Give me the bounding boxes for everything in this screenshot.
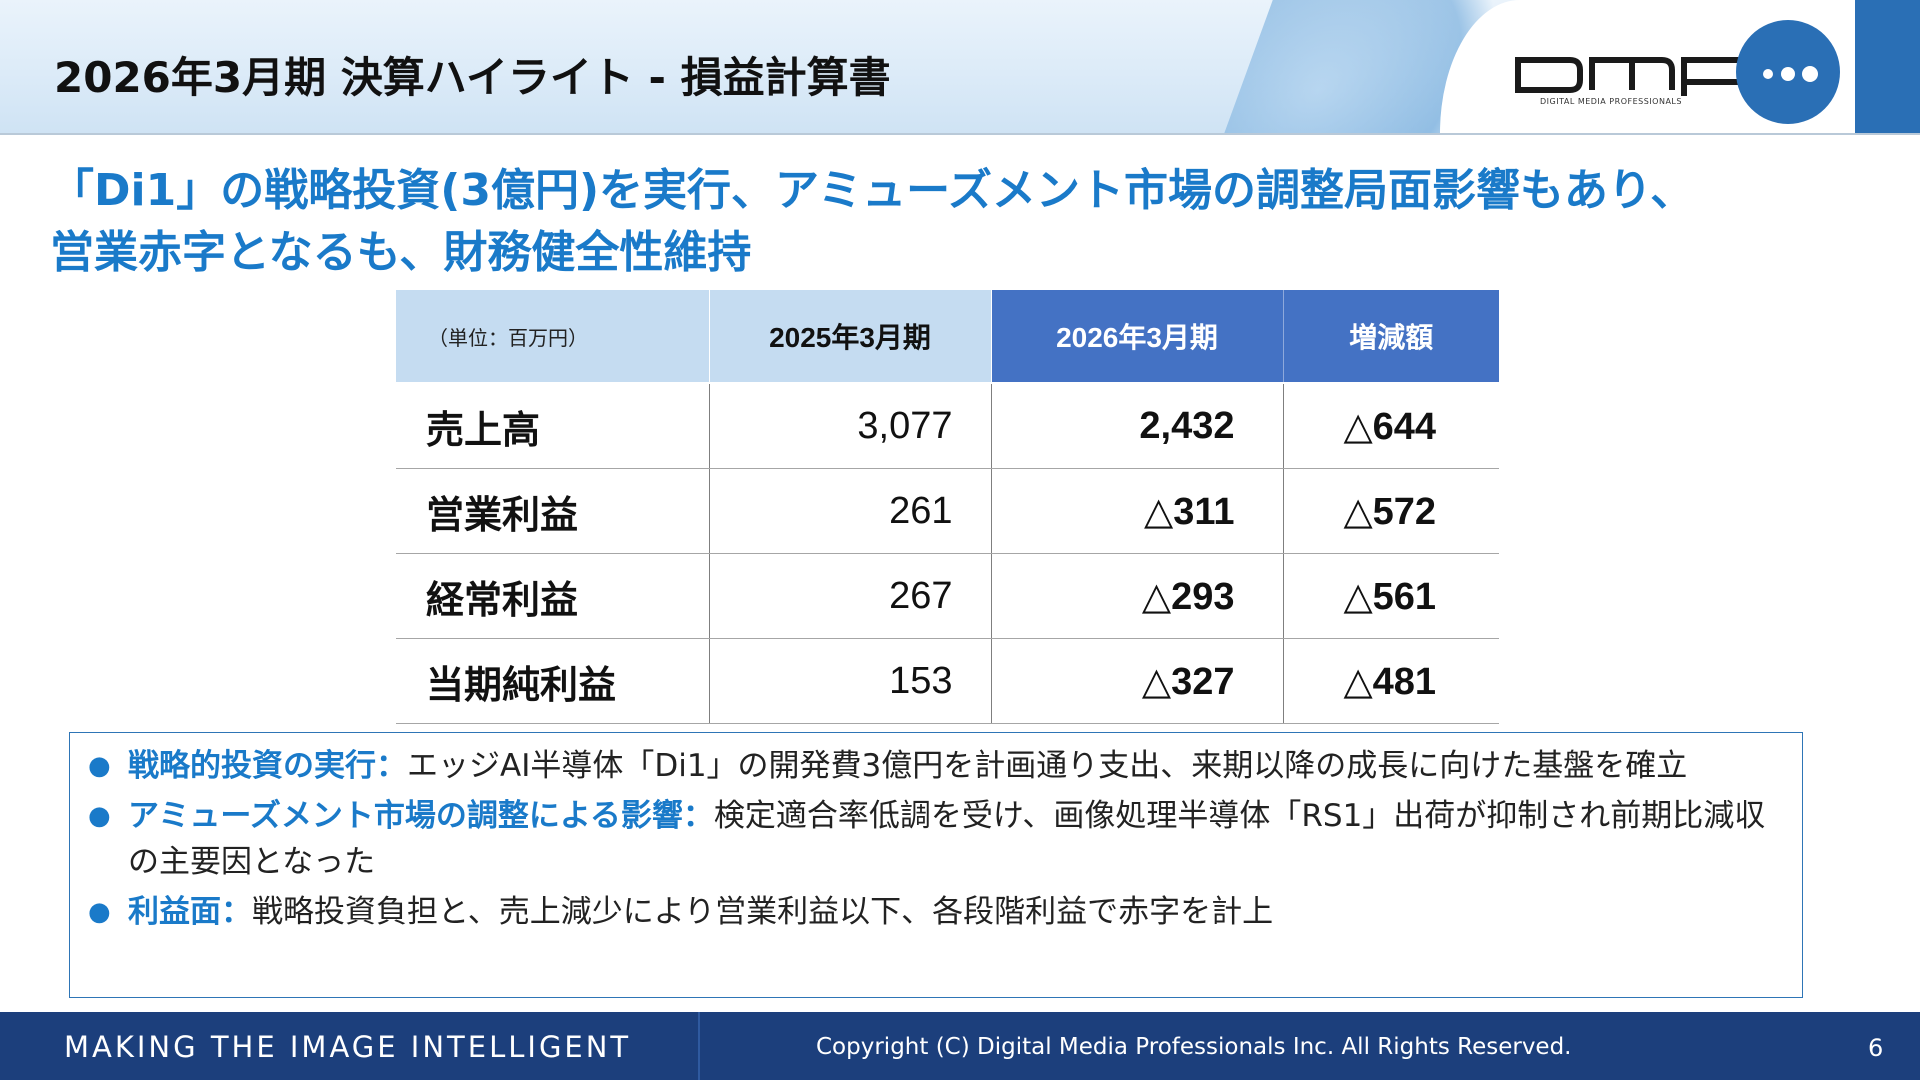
bullet-icon: ● bbox=[88, 751, 111, 781]
dmp-logo: DIGITAL MEDIA PROFESSIONALS bbox=[1512, 16, 1842, 128]
note-item: ● 利益面：戦略投資負担と、売上減少により営業利益以下、各段階利益で赤字を計上 bbox=[88, 889, 1788, 935]
note-lead: 利益面： bbox=[128, 894, 252, 930]
value-2025: 3,077 bbox=[708, 382, 991, 469]
value-2026: △327 bbox=[990, 638, 1283, 724]
note-text: 検定適合率低調を受け、画像処理半導体「RS1」出荷が抑制され前期比減収の主要因と… bbox=[128, 798, 1766, 880]
table-header-row: （単位：百万円） 2025年3月期 2026年3月期 増減額 bbox=[396, 290, 1499, 384]
note-lead: アミューズメント市場の調整による影響： bbox=[128, 798, 714, 834]
page-number: 6 bbox=[1868, 1034, 1884, 1062]
row-label: 営業利益 bbox=[396, 468, 709, 554]
column-header-2026: 2026年3月期 bbox=[990, 290, 1283, 384]
notes-box: ● 戦略的投資の実行：エッジAI半導体「Di1」の開発費3億円を計画通り支出、来… bbox=[69, 732, 1803, 998]
value-change: △644 bbox=[1282, 382, 1499, 469]
row-label: 経常利益 bbox=[396, 553, 709, 639]
footer-tagline: MAKING THE IMAGE INTELLIGENT bbox=[64, 1030, 632, 1064]
value-2025: 261 bbox=[708, 468, 991, 554]
note-lead: 戦略的投資の実行： bbox=[128, 748, 407, 784]
footer-copyright: Copyright (C) Digital Media Professional… bbox=[816, 1034, 1572, 1060]
note-text: 戦略投資負担と、売上減少により営業利益以下、各段階利益で赤字を計上 bbox=[252, 894, 1274, 930]
header-edge-band bbox=[1855, 0, 1920, 133]
headline-line-2: 営業赤字となるも、財務健全性維持 bbox=[50, 227, 752, 278]
note-text: エッジAI半導体「Di1」の開発費3億円を計画通り支出、来期以降の成長に向けた基… bbox=[407, 748, 1688, 784]
bullet-icon: ● bbox=[88, 801, 111, 831]
value-2025: 153 bbox=[708, 638, 991, 724]
value-2026: 2,432 bbox=[990, 382, 1283, 469]
value-2025: 267 bbox=[708, 553, 991, 639]
note-item: ● アミューズメント市場の調整による影響：検定適合率低調を受け、画像処理半導体「… bbox=[88, 793, 1788, 885]
value-change: △572 bbox=[1282, 468, 1499, 554]
table-row-operating-income: 営業利益 261 △311 △572 bbox=[396, 468, 1499, 554]
row-label: 当期純利益 bbox=[396, 638, 709, 724]
footer-divider bbox=[698, 1012, 700, 1080]
unit-label: （単位：百万円） bbox=[396, 290, 709, 384]
slide-footer: MAKING THE IMAGE INTELLIGENT Copyright (… bbox=[0, 1012, 1920, 1080]
column-header-change: 増減額 bbox=[1282, 290, 1499, 384]
bullet-icon: ● bbox=[88, 897, 111, 927]
page-title: 2026年3月期 決算ハイライト - 損益計算書 bbox=[54, 53, 891, 102]
note-item: ● 戦略的投資の実行：エッジAI半導体「Di1」の開発費3億円を計画通り支出、来… bbox=[88, 743, 1788, 789]
value-change: △481 bbox=[1282, 638, 1499, 724]
table-row-sales: 売上高 3,077 2,432 △644 bbox=[396, 382, 1499, 469]
table-row-net-income: 当期純利益 153 △327 △481 bbox=[396, 638, 1499, 724]
logo-subtext: DIGITAL MEDIA PROFESSIONALS bbox=[1540, 97, 1682, 106]
value-change: △561 bbox=[1282, 553, 1499, 639]
value-2026: △311 bbox=[990, 468, 1283, 554]
headline-line-1: 「Di1」の戦略投資(3億円)を実行、アミューズメント市場の調整局面影響もあり、 bbox=[50, 165, 1695, 216]
table-row-ordinary-income: 経常利益 267 △293 △561 bbox=[396, 553, 1499, 639]
row-label: 売上高 bbox=[396, 382, 709, 469]
income-statement-table: （単位：百万円） 2025年3月期 2026年3月期 増減額 売上高 3,077… bbox=[396, 290, 1499, 724]
column-header-2025: 2025年3月期 bbox=[708, 290, 991, 384]
value-2026: △293 bbox=[990, 553, 1283, 639]
slide-header: 2026年3月期 決算ハイライト - 損益計算書 DIGITAL MEDIA P… bbox=[0, 0, 1920, 135]
headline: 「Di1」の戦略投資(3億円)を実行、アミューズメント市場の調整局面影響もあり、… bbox=[50, 160, 1890, 284]
